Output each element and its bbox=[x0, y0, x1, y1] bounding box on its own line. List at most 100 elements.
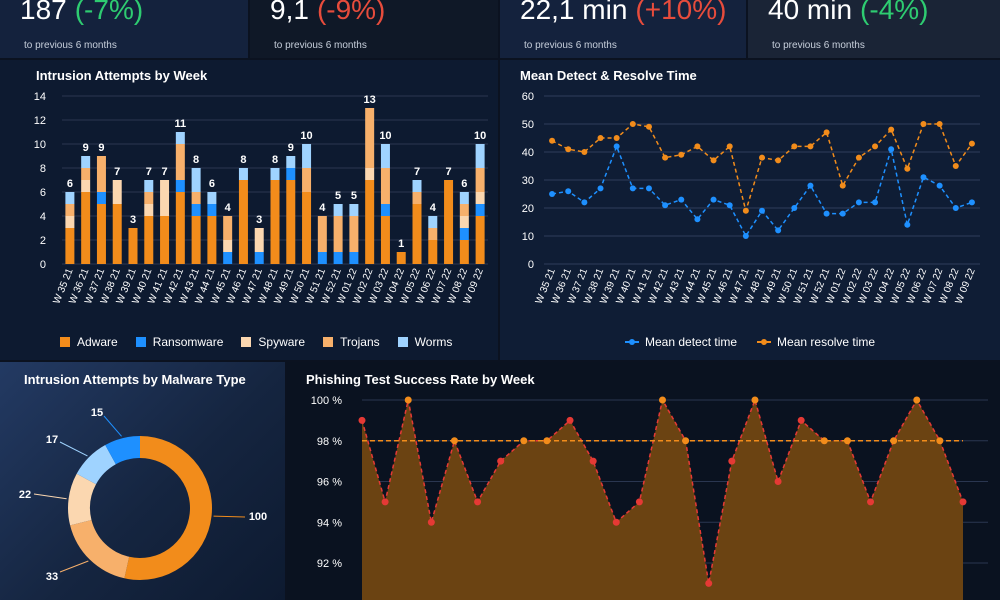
bar-total-label: 10 bbox=[300, 130, 312, 142]
legend-item-trojans[interactable]: Trojans bbox=[323, 335, 380, 349]
data-point bbox=[726, 202, 733, 209]
data-point bbox=[913, 396, 921, 404]
data-point bbox=[581, 199, 588, 206]
bar-segment-trojans bbox=[380, 168, 390, 204]
kpi-resolve-time: 40 min (-4%) to previous 6 months bbox=[748, 0, 1000, 58]
data-point bbox=[936, 182, 943, 189]
legend-item-detect[interactable]: Mean detect time bbox=[625, 335, 737, 349]
y-tick-label: 14 bbox=[34, 91, 46, 103]
y-tick-label: 100 % bbox=[311, 395, 342, 407]
bar-segment-spyware bbox=[223, 240, 233, 252]
bar-segment-adware bbox=[396, 252, 406, 264]
panel-title: Intrusion Attempts by Malware Type bbox=[24, 372, 246, 387]
bar-total-label: 3 bbox=[130, 214, 136, 226]
data-point bbox=[968, 140, 975, 147]
data-point bbox=[759, 154, 765, 161]
panel-title: Phishing Test Success Rate by Week bbox=[306, 372, 535, 387]
y-tick-label: 12 bbox=[34, 115, 46, 127]
kpi-value: 9,1 (-9%) bbox=[270, 0, 385, 26]
bar-total-label: 7 bbox=[445, 166, 451, 178]
y-tick-label: 6 bbox=[40, 187, 46, 199]
bar-total-label: 4 bbox=[319, 202, 326, 214]
kpi-delta: (-9%) bbox=[316, 0, 386, 25]
donut-slice-worms bbox=[76, 444, 116, 485]
data-point bbox=[742, 233, 749, 239]
data-point bbox=[888, 126, 895, 133]
donut-slice-adware bbox=[124, 436, 212, 580]
data-point bbox=[549, 137, 556, 144]
data-point bbox=[820, 437, 828, 445]
bar-total-label: 7 bbox=[114, 166, 120, 178]
bar-segment-adware bbox=[286, 180, 296, 264]
bar-segment-trojans bbox=[428, 228, 438, 240]
data-point bbox=[613, 135, 620, 141]
legend-item-resolve[interactable]: Mean resolve time bbox=[757, 335, 875, 349]
kpi-subtitle: to previous 6 months bbox=[274, 40, 367, 51]
bar-total-label: 5 bbox=[335, 190, 341, 202]
bar-segment-spyware bbox=[475, 192, 485, 204]
data-point bbox=[728, 457, 736, 465]
donut-slice-trojans bbox=[70, 520, 130, 579]
bar-segment-ransomware bbox=[96, 192, 106, 204]
slice-value-label: 17 bbox=[46, 434, 58, 446]
bar-segment-spyware bbox=[81, 180, 91, 192]
legend-item-ransomware[interactable]: Ransomware bbox=[135, 335, 223, 349]
kpi-value: 187 (-7%) bbox=[20, 0, 143, 26]
data-point bbox=[645, 185, 652, 192]
phishing-panel: Phishing Test Success Rate by Week 92 % 9… bbox=[287, 362, 1000, 600]
donut-slice-spyware bbox=[68, 473, 97, 526]
panel-title: Mean Detect & Resolve Time bbox=[520, 68, 697, 83]
bar-total-label: 10 bbox=[379, 130, 391, 142]
data-point bbox=[751, 396, 759, 404]
legend-item-adware[interactable]: Adware bbox=[60, 335, 118, 349]
bar-segment-worms bbox=[207, 192, 217, 204]
data-point bbox=[797, 416, 805, 424]
y-tick-label: 50 bbox=[522, 119, 534, 131]
bar-total-label: 9 bbox=[288, 142, 294, 154]
data-point bbox=[952, 205, 959, 211]
data-point bbox=[774, 478, 782, 486]
data-point bbox=[520, 437, 528, 445]
data-point bbox=[920, 121, 927, 127]
data-point bbox=[920, 174, 927, 181]
bar-total-label: 9 bbox=[83, 142, 89, 154]
data-point bbox=[613, 143, 620, 150]
bar-segment-adware bbox=[207, 216, 217, 264]
data-point bbox=[775, 157, 782, 164]
bar-segment-spyware bbox=[160, 180, 170, 216]
bar-segment-trojans bbox=[191, 192, 201, 204]
bar-segment-ransomware bbox=[475, 204, 485, 216]
malware-donut-chart: 100 33 22 17 15 bbox=[19, 407, 267, 583]
legend-line bbox=[757, 339, 772, 345]
data-point bbox=[705, 579, 713, 587]
panel-title: Intrusion Attempts by Week bbox=[36, 68, 208, 83]
data-point bbox=[549, 191, 556, 197]
data-point bbox=[936, 121, 943, 127]
bar-total-label: 6 bbox=[209, 178, 215, 190]
legend-item-spyware[interactable]: Spyware bbox=[241, 335, 305, 349]
bar-segment-spyware bbox=[365, 168, 375, 180]
bar-segment-adware bbox=[128, 228, 138, 264]
bar-segment-ransomware bbox=[207, 204, 217, 216]
slice-value-label: 33 bbox=[46, 571, 58, 583]
kpi-subtitle: to previous 6 months bbox=[524, 40, 617, 51]
data-point bbox=[404, 396, 412, 404]
bar-segment-adware bbox=[444, 180, 454, 264]
y-tick-label: 0 bbox=[528, 259, 534, 271]
y-tick-label: 92 % bbox=[317, 558, 342, 570]
bar-segment-spyware bbox=[65, 216, 75, 228]
bar-segment-worms bbox=[380, 144, 390, 168]
data-point bbox=[890, 437, 898, 445]
bar-segment-adware bbox=[112, 204, 122, 264]
legend-swatch bbox=[323, 337, 334, 347]
bar-segment-trojans bbox=[349, 216, 359, 252]
bar-segment-worms bbox=[333, 204, 343, 216]
legend-item-worms[interactable]: Worms bbox=[397, 335, 452, 349]
data-point bbox=[597, 185, 604, 192]
data-point bbox=[791, 143, 798, 150]
bar-segment-trojans bbox=[81, 168, 91, 180]
bar-segment-adware bbox=[238, 180, 248, 264]
data-point bbox=[662, 202, 669, 209]
data-point bbox=[694, 216, 701, 223]
bar-segment-spyware bbox=[112, 180, 122, 204]
